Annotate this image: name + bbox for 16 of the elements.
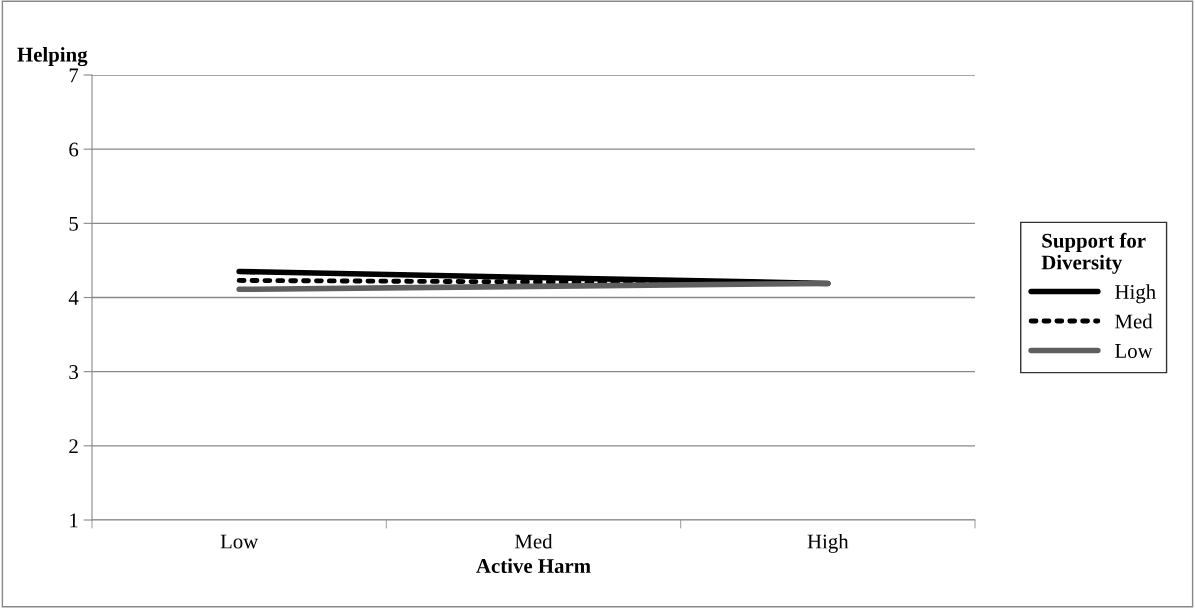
y-tick-label: 3: [69, 365, 78, 380]
y-tick-label: 7: [69, 68, 79, 83]
y-tick-label: 4: [68, 291, 79, 305]
y-tick-label: 6: [69, 142, 79, 157]
y-tick-label: 1: [70, 513, 78, 528]
x-tick-label: High: [807, 533, 849, 553]
y-tick-label: 2: [69, 439, 78, 454]
legend-title: Support for Diversity: [1041, 232, 1146, 274]
legend-label: Med: [1115, 313, 1153, 329]
x-axis-title: Active Harm: [476, 558, 591, 574]
legend-label: High: [1115, 284, 1156, 304]
x-tick-label: Low: [220, 534, 259, 549]
x-tick-label: Med: [515, 533, 553, 549]
legend-label: Low: [1115, 344, 1153, 358]
y-tick-label: 5: [69, 216, 78, 231]
y-axis-title: Helping: [17, 47, 88, 67]
